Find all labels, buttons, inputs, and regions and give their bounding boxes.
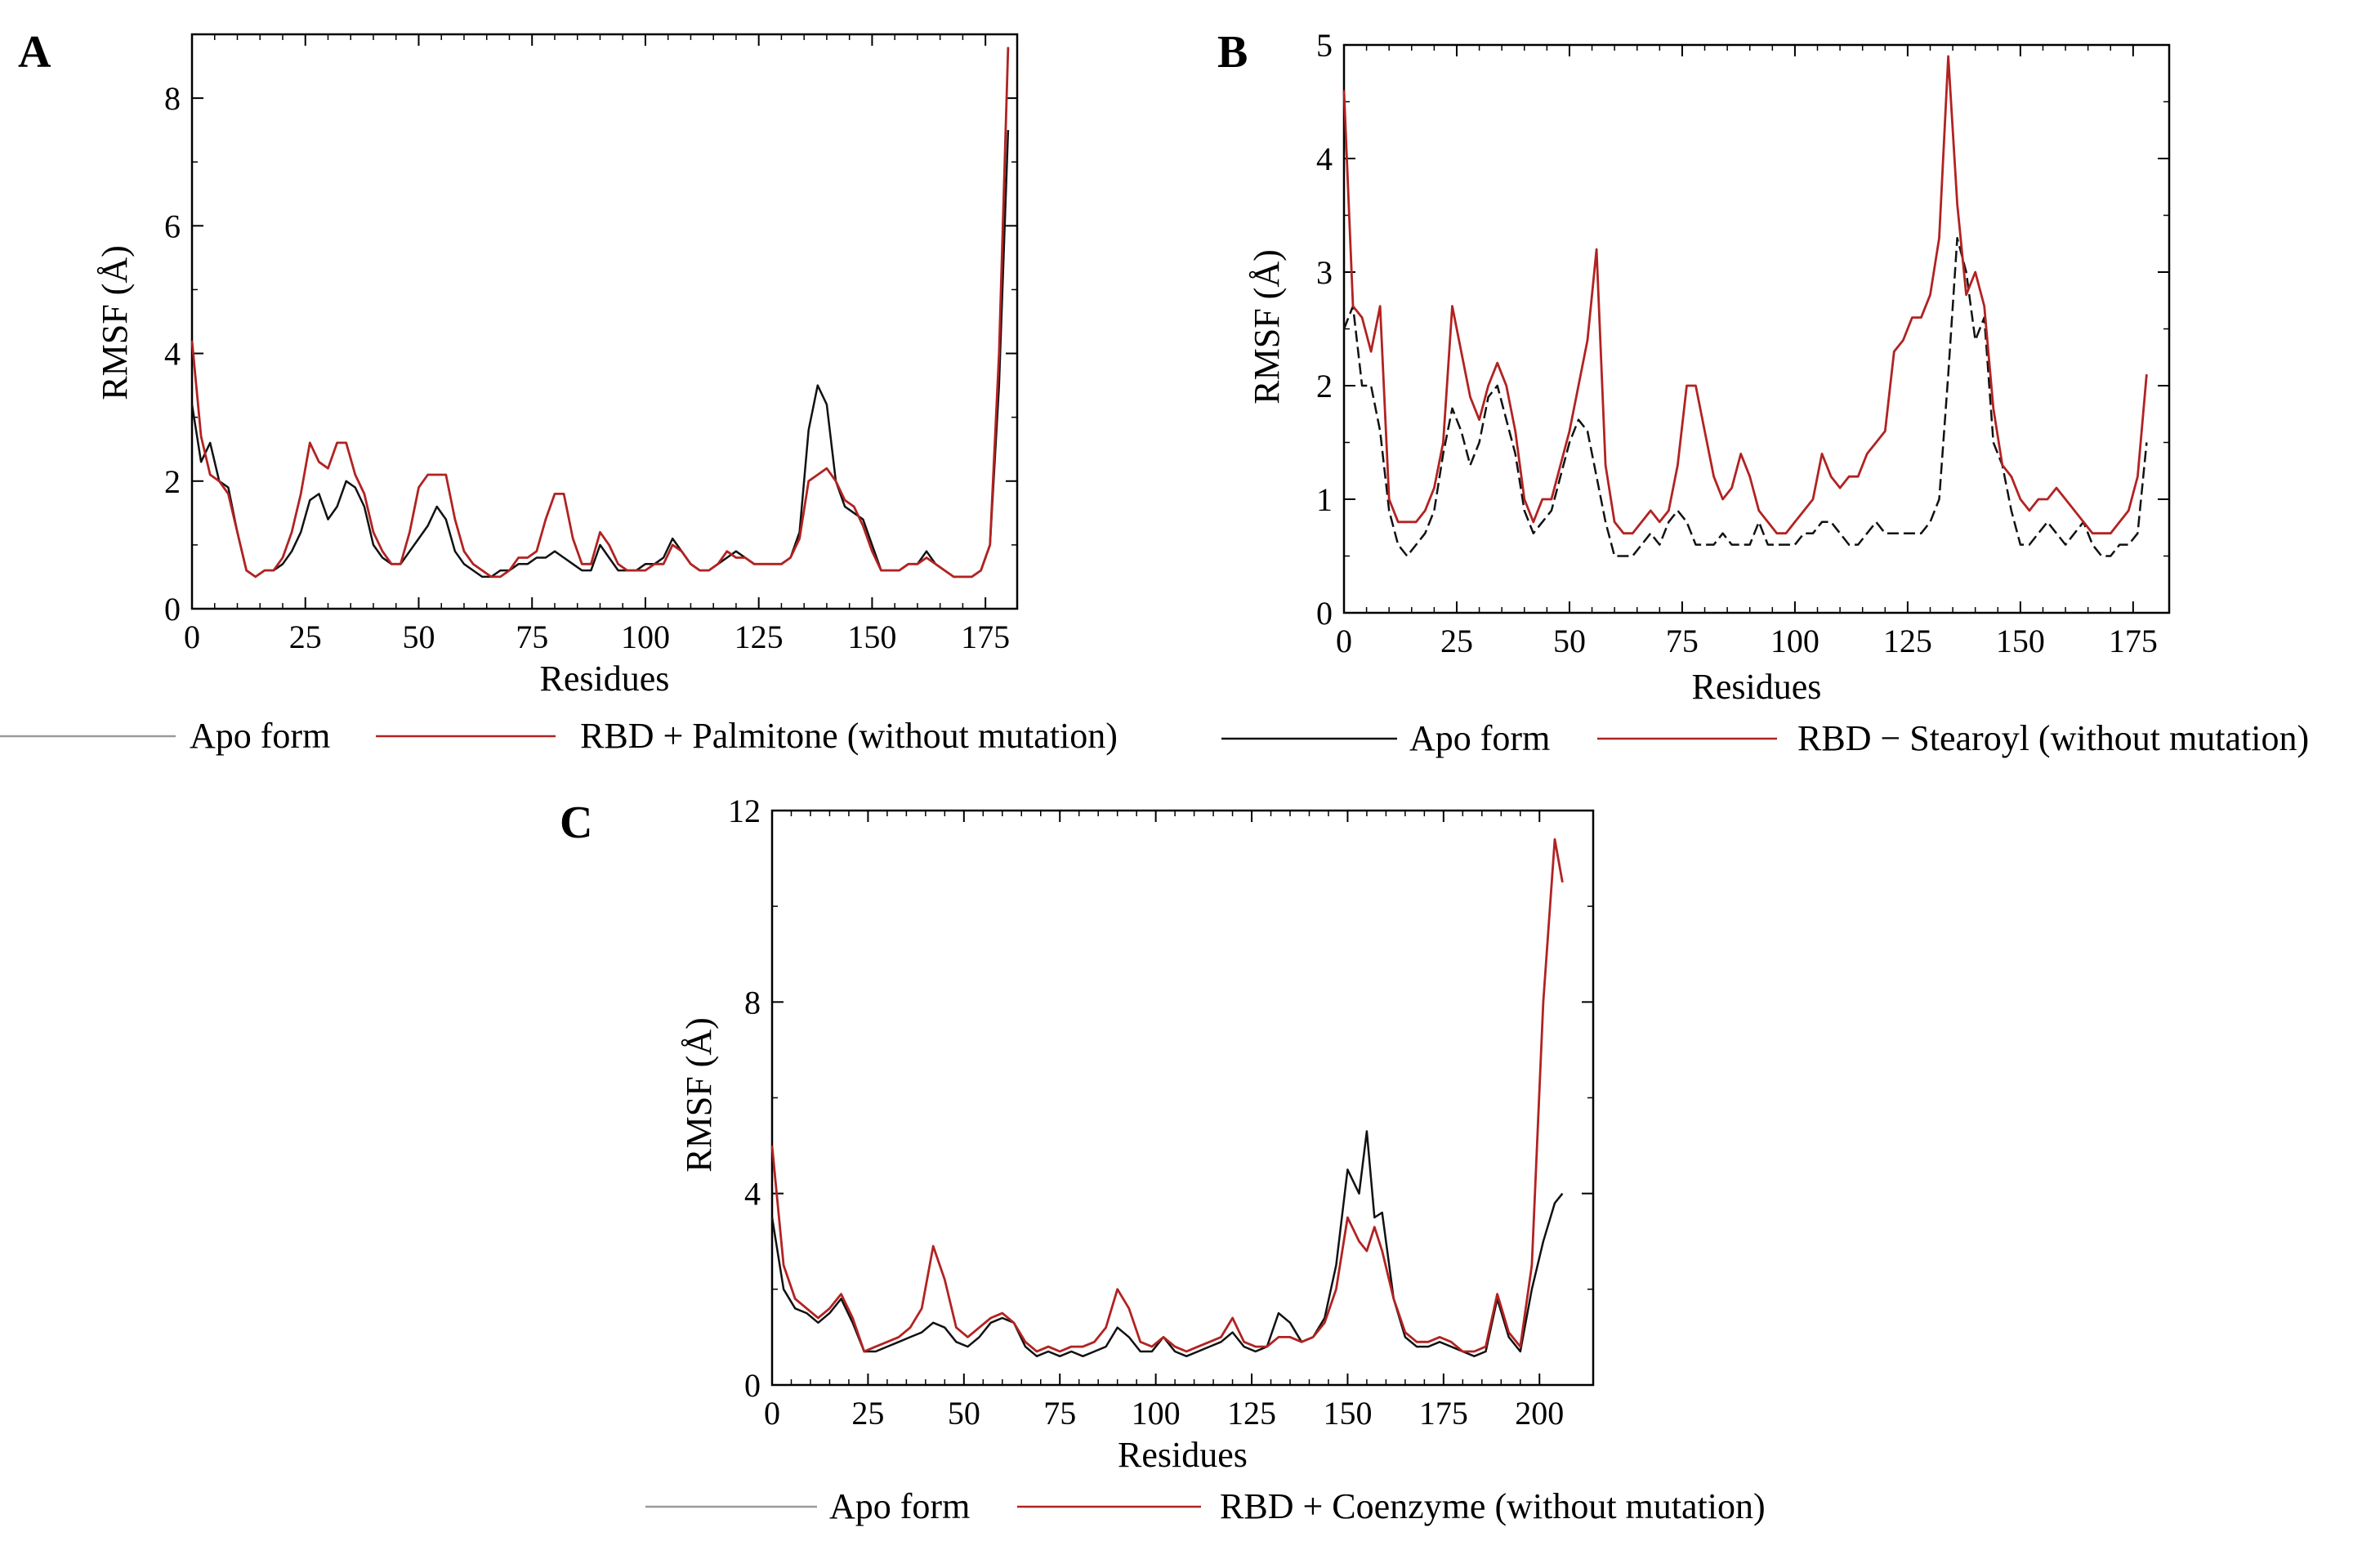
panel-a-xtick-label: 25: [289, 619, 322, 655]
panel-b-legend-label-apo: Apo form: [1409, 718, 1550, 758]
panel-c-series-apo-line: [770, 1130, 1564, 1358]
panel-a-xtick-label: 75: [516, 619, 548, 655]
panel-c-frame: [770, 809, 1595, 1387]
panel-b-xtick-label: 150: [1996, 623, 2045, 659]
panel-b-xtick-label: 0: [1336, 623, 1352, 659]
panel-c-ytick-label: 0: [744, 1367, 761, 1404]
panel-c-xtick-label: 0: [764, 1395, 780, 1432]
panel-a-ytick-label: 4: [164, 336, 181, 373]
panel-a-series-complex-line: [190, 47, 1010, 579]
panel-b: B 0 25 50 75 100 125 150 175 0 1 2 3 4 5 Residues RMSF (…: [1217, 27, 2309, 758]
panel-a-xtick-label: 125: [734, 619, 784, 655]
panel-c: C 0 25 50 75 100 125 150 175 200 0 4 8 12 Residues RMSF…: [560, 793, 1766, 1526]
panel-a-series-apo-line: [190, 130, 1010, 579]
panel-a-legend-label-apo: Apo form: [190, 716, 330, 756]
panel-a-xtick-label: 50: [402, 619, 435, 655]
panel-b-ytick-label: 1: [1316, 481, 1333, 518]
panel-b-xtick-label: 175: [2109, 623, 2158, 659]
panel-c-xtick-label: 125: [1227, 1395, 1276, 1432]
panel-a-xtick-label: 100: [621, 619, 670, 655]
panel-a-xtick-label: 175: [961, 619, 1010, 655]
panel-b-letter: B: [1217, 27, 1248, 78]
panel-a-frame: [190, 33, 1019, 610]
panel-c-legend-label-apo: Apo form: [829, 1486, 970, 1526]
panel-c-series-complex-line: [770, 838, 1564, 1353]
panel-b-series-complex-line: [1342, 55, 2148, 535]
panel-a-xtick-label: 150: [847, 619, 896, 655]
panel-b-ytick-label: 4: [1316, 141, 1333, 177]
panel-c-letter: C: [560, 797, 592, 848]
panel-a: A 0 25 50 75 100 125 150 175 0 2 4 6 8 Residues RMSF (Å…: [0, 27, 1118, 756]
panel-a-legend-label-complex: RBD + Palmitone (without mutation): [580, 716, 1118, 756]
panel-b-ytick-label: 0: [1316, 595, 1333, 632]
panel-c-xtick-label: 150: [1323, 1395, 1372, 1432]
panel-c-xtick-label: 200: [1515, 1395, 1564, 1432]
panel-a-ytick-label: 2: [164, 463, 181, 500]
panel-a-xtick-label: 0: [184, 619, 200, 655]
panel-b-ytick-label: 2: [1316, 368, 1333, 404]
panel-b-legend-label-complex: RBD − Stearoyl (without mutation): [1797, 718, 2309, 758]
panel-c-xtick-label: 175: [1419, 1395, 1468, 1432]
panel-b-xlabel: Residues: [1692, 667, 1822, 707]
panel-b-xtick-label: 25: [1440, 623, 1473, 659]
panel-b-xtick-label: 75: [1666, 623, 1699, 659]
panel-c-ytick-label: 12: [728, 793, 761, 829]
panel-c-xtick-label: 100: [1132, 1395, 1181, 1432]
panel-a-ytick-label: 6: [164, 208, 181, 244]
panel-c-ytick-label: 8: [744, 984, 761, 1021]
panel-b-xtick-label: 50: [1553, 623, 1586, 659]
panel-b-ytick-label: 5: [1316, 27, 1333, 64]
panel-a-ytick-label: 0: [164, 591, 181, 628]
panel-a-ytick-label: 8: [164, 80, 181, 117]
panel-b-xtick-label: 125: [1883, 623, 1932, 659]
panel-b-series-apo-line: [1342, 237, 2148, 557]
panel-c-ylabel: RMSF (Å): [679, 1017, 719, 1173]
panel-c-xtick-label: 50: [948, 1395, 980, 1432]
panel-c-xlabel: Residues: [1118, 1435, 1248, 1475]
panel-b-ytick-label: 3: [1316, 254, 1333, 291]
panel-c-xtick-label: 75: [1043, 1395, 1076, 1432]
panel-a-xlabel: Residues: [540, 659, 670, 699]
panel-b-ylabel: RMSF (Å): [1247, 249, 1287, 404]
panel-b-xtick-label: 100: [1770, 623, 1819, 659]
panel-a-ylabel: RMSF (Å): [95, 245, 135, 400]
panel-c-legend-label-complex: RBD + Coenzyme (without mutation): [1220, 1486, 1766, 1526]
panel-a-letter: A: [18, 27, 51, 78]
panel-c-xtick-label: 25: [851, 1395, 884, 1432]
panel-c-ytick-label: 4: [744, 1176, 761, 1213]
